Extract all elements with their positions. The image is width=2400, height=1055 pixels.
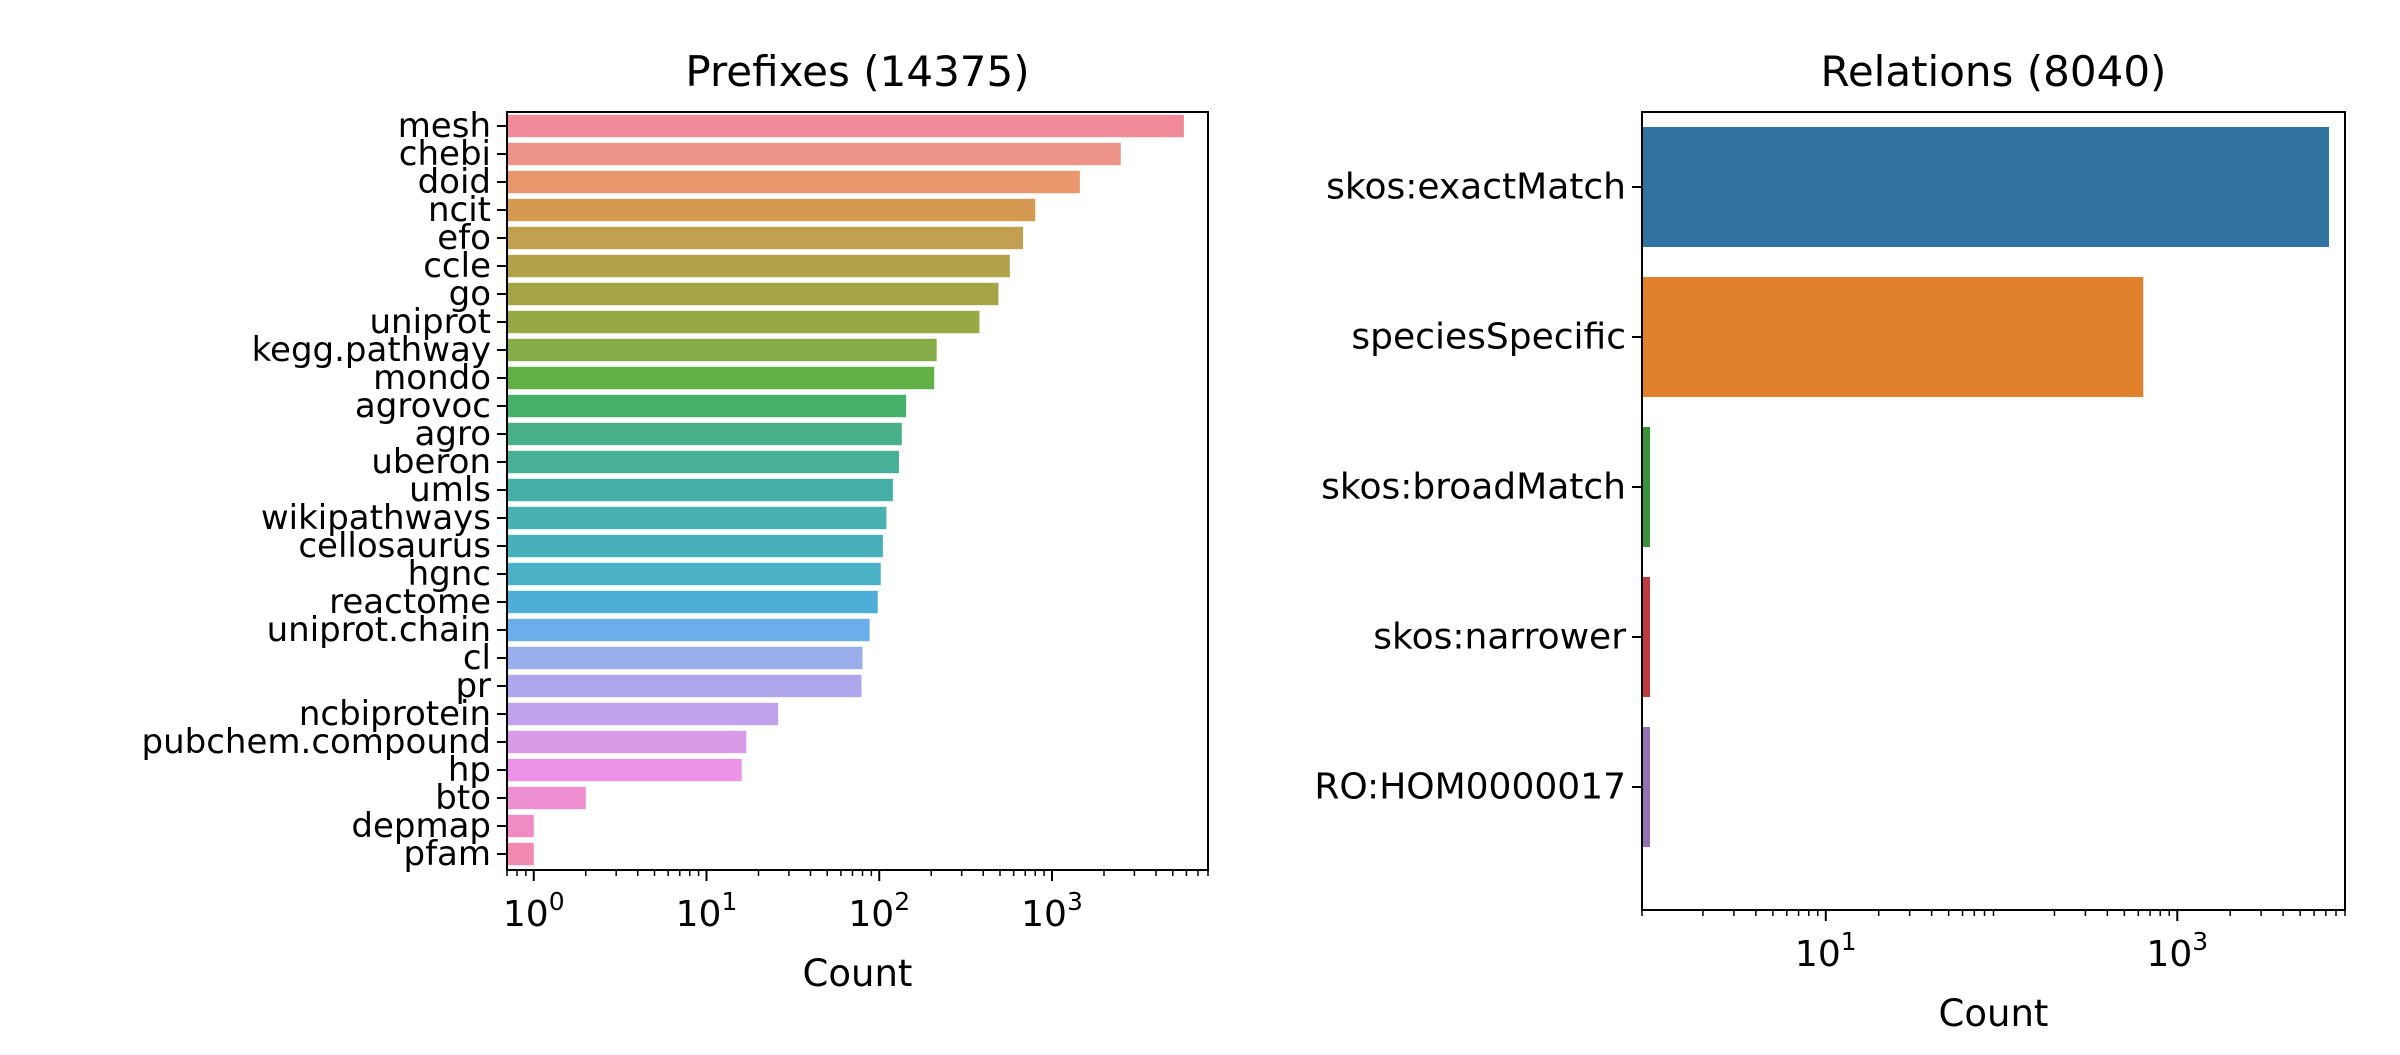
prefixes-y-tick-label-agrovoc: agrovoc [355, 386, 491, 426]
relations-x-tick-label-1: 101 [1795, 927, 1857, 975]
prefixes-x-tick-label-3: 103 [1021, 887, 1083, 935]
prefixes-y-tick-label-uniprot: uniprot [370, 302, 492, 342]
prefixes-x-axis-label: Count [803, 952, 913, 995]
prefixes-x-tick-labels: 100 101 102 103 [503, 870, 1083, 935]
prefixes-y-tick-label-cellosaurus: cellosaurus [298, 526, 491, 566]
prefixes-bar-pubchem-compound [507, 730, 747, 754]
prefixes-bar-ccle [507, 254, 1010, 278]
prefixes-bar-agrovoc [507, 394, 907, 418]
prefixes-bar-wikipathways [507, 506, 887, 530]
prefixes-bar-ncit [507, 198, 1036, 222]
prefixes-bar-efo [507, 226, 1024, 250]
prefixes-y-tick-label-efo: efo [437, 218, 491, 258]
prefixes-bar-bto [507, 786, 586, 810]
prefixes-bar-doid [507, 170, 1080, 194]
prefixes-bar-cl [507, 646, 863, 670]
prefixes-chart: Prefixes (14375) Count meshchebidoidncit… [142, 47, 1209, 995]
prefixes-y-tick-labels: meshchebidoidncitefocclegouniprotkegg.pa… [142, 106, 507, 874]
prefixes-y-tick-label-go: go [449, 274, 491, 314]
relations-y-tick-labels: skos:exactMatch speciesSpecific skos:broad… [1314, 167, 1642, 808]
prefixes-chart-title: Prefixes (14375) [685, 47, 1029, 96]
prefixes-y-tick-label-doid: doid [418, 162, 491, 202]
prefixes-bar-chebi [507, 142, 1121, 166]
relations-x-tick-labels: 101 103 [1795, 910, 2208, 975]
relations-bar-speciesspecific [1642, 277, 2144, 397]
prefixes-bar-depmap [507, 814, 534, 838]
prefixes-bar-pfam [507, 842, 534, 866]
relations-y-tick-label-skos-broadmatch: skos:broadMatch [1321, 467, 1626, 508]
prefixes-y-tick-label-chebi: chebi [399, 134, 491, 174]
prefixes-bar-uniprot-chain [507, 618, 870, 642]
prefixes-y-tick-label-mondo: mondo [373, 358, 491, 398]
prefixes-x-minor-ticks [506, 870, 1209, 876]
prefixes-bar-kegg-pathway [507, 338, 937, 362]
prefixes-bar-cellosaurus [507, 534, 883, 558]
relations-bar-skos-narrower [1642, 577, 1651, 697]
relations-bar-ro-hom0000017 [1642, 727, 1651, 847]
prefixes-bar-mesh [507, 114, 1184, 138]
prefixes-y-tick-label-bto: bto [435, 778, 491, 818]
prefixes-bar-uniprot [507, 310, 980, 334]
prefixes-y-tick-label-hp: hp [448, 750, 491, 790]
prefixes-axes-frame [506, 111, 1209, 871]
prefixes-y-tick-label-uberon: uberon [371, 442, 491, 482]
prefixes-bar-agro [507, 422, 902, 446]
relations-y-tick-label-skos-narrower: skos:narrower [1373, 617, 1626, 658]
prefixes-bar-hp [507, 758, 742, 782]
relations-y-tick-label-speciesspecific: speciesSpecific [1351, 317, 1626, 358]
relations-bars [1642, 127, 2330, 847]
prefixes-y-tick-label-wikipathways: wikipathways [261, 498, 491, 538]
prefixes-y-tick-label-uniprot-chain: uniprot.chain [267, 610, 491, 650]
prefixes-y-tick-label-pfam: pfam [403, 834, 491, 874]
relations-bar-skos-exactmatch [1642, 127, 2330, 247]
relations-x-tick-label-3: 103 [2146, 927, 2208, 975]
prefixes-bar-ncbiprotein [507, 702, 779, 726]
prefixes-y-tick-label-depmap: depmap [351, 806, 491, 846]
prefixes-x-tick-label-2: 102 [848, 887, 910, 935]
prefixes-y-tick-label-umls: umls [409, 470, 491, 510]
relations-chart-title: Relations (8040) [1821, 47, 2167, 96]
prefixes-y-tick-label-ncbiprotein: ncbiprotein [299, 694, 491, 734]
prefixes-bars [507, 114, 1184, 866]
relations-x-axis-label: Count [1939, 992, 2049, 1035]
prefixes-y-tick-label-ncit: ncit [428, 190, 491, 230]
prefixes-bar-umls [507, 478, 893, 502]
relations-bar-skos-broadmatch [1642, 427, 1651, 547]
prefixes-x-tick-label-0: 100 [503, 887, 565, 935]
prefixes-bar-hgnc [507, 562, 881, 586]
prefixes-bar-pr [507, 674, 862, 698]
prefixes-y-tick-label-mesh: mesh [398, 106, 491, 146]
relations-chart: Relations (8040) Count skos:exactMatch sp… [1314, 47, 2346, 1035]
prefixes-y-tick-label-cl: cl [463, 638, 491, 678]
prefixes-y-tick-label-ccle: ccle [423, 246, 491, 286]
prefixes-bar-mondo [507, 366, 935, 390]
prefixes-bar-uberon [507, 450, 899, 474]
prefixes-y-tick-label-agro: agro [415, 414, 491, 454]
prefixes-y-tick-label-kegg-pathway: kegg.pathway [252, 330, 491, 370]
relations-y-tick-label-ro-hom0000017: RO:HOM0000017 [1314, 767, 1626, 808]
relations-y-tick-label-skos-exactmatch: skos:exactMatch [1326, 167, 1626, 208]
prefixes-y-tick-label-hgnc: hgnc [408, 554, 491, 594]
prefixes-y-tick-label-pr: pr [455, 666, 491, 706]
prefixes-x-tick-label-1: 101 [676, 887, 738, 935]
relations-x-minor-ticks [1641, 910, 2346, 916]
prefixes-y-tick-label-reactome: reactome [329, 582, 491, 622]
prefixes-y-tick-label-pubchem-compound: pubchem.compound [142, 722, 491, 762]
prefixes-bar-go [507, 282, 999, 306]
prefixes-bar-reactome [507, 590, 878, 614]
